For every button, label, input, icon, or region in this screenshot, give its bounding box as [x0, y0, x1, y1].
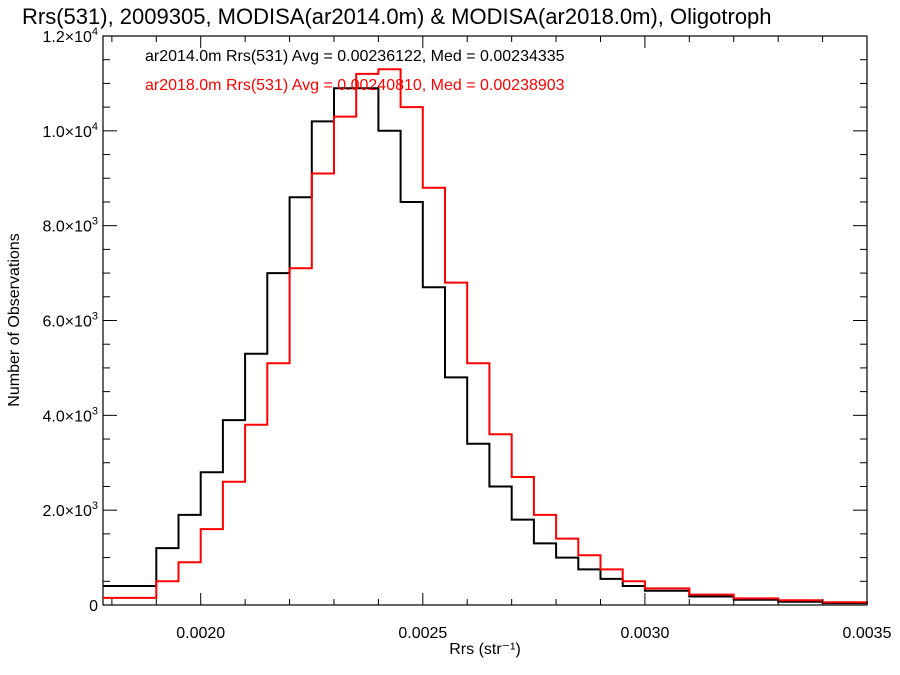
- legend-entry-ar2014: ar2014.0m Rrs(531) Avg = 0.00236122, Med…: [145, 48, 565, 65]
- x-tick-label: 0.0020: [176, 625, 225, 642]
- y-tick-label: 8.0×103: [42, 216, 98, 236]
- y-tick-label: 2.0×103: [42, 500, 98, 520]
- y-axis-title: Number of Observations: [6, 233, 23, 406]
- series-layer: [103, 68, 868, 605]
- y-tick-label: 6.0×103: [42, 311, 98, 331]
- y-tick-label: 4.0×103: [42, 405, 98, 425]
- y-tick-label: 1.0×104: [42, 121, 98, 141]
- series-line-ar2014-0m: [103, 87, 868, 605]
- x-tick-label: 0.0025: [398, 625, 447, 642]
- plot-frame: [102, 35, 868, 606]
- x-tick-label: 0.0030: [620, 625, 669, 642]
- x-axis-title: Rrs (str⁻¹): [449, 641, 521, 658]
- series-line-ar2018-0m: [103, 68, 868, 604]
- legend-entry-ar2018: ar2018.0m Rrs(531) Avg = 0.00240810, Med…: [145, 77, 565, 94]
- chart-title: Rrs(531), 2009305, MODISA(ar2014.0m) & M…: [22, 4, 772, 29]
- y-tick-label: 0: [89, 598, 98, 615]
- y-tick-label: 1.2×104: [42, 26, 98, 46]
- x-tick-label: 0.0035: [843, 625, 892, 642]
- ticks-layer: 0.0020 0.0025 0.0030 0.0035 0 2.0×103 4.0×103 6…: [42, 26, 891, 642]
